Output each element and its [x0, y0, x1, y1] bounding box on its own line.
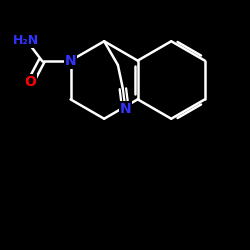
- Text: O: O: [25, 75, 36, 89]
- Text: N: N: [65, 54, 76, 68]
- Text: H₂N: H₂N: [13, 34, 40, 46]
- Text: N: N: [120, 102, 131, 116]
